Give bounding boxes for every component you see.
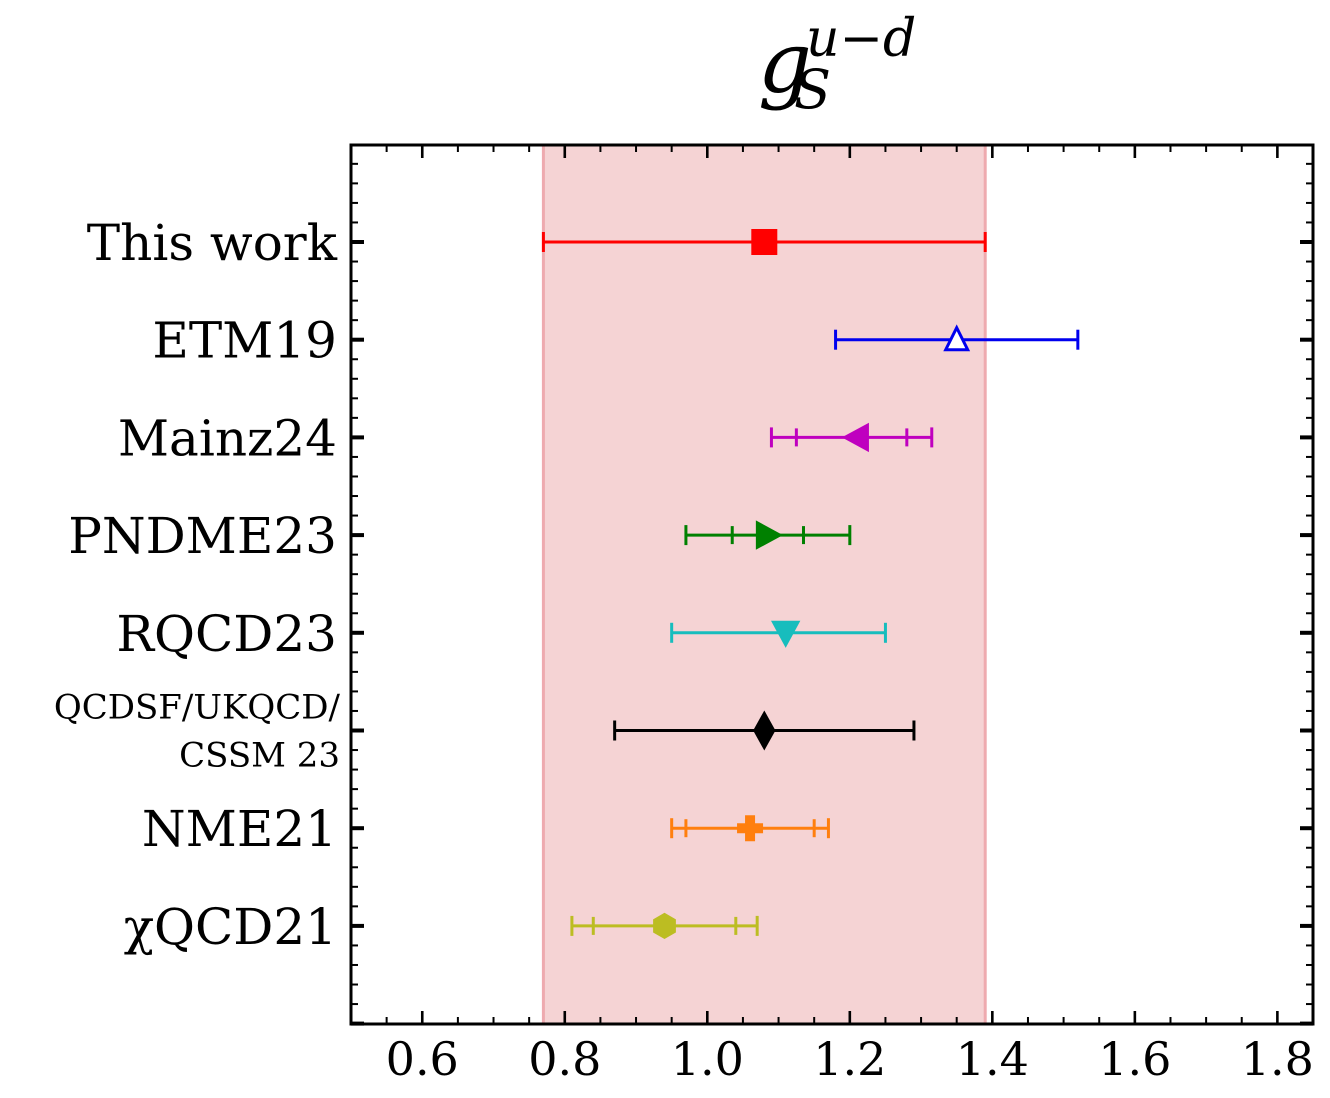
marker-triangle-right (755, 520, 783, 550)
x-tick-label: 1.2 (813, 1032, 886, 1086)
category-label: This work (87, 214, 338, 272)
plot-frame (349, 143, 1315, 1026)
data-point-group (613, 710, 916, 751)
x-tick-label: 1.6 (1098, 1032, 1171, 1086)
data-point-group (684, 520, 852, 550)
category-label: χQCD21 (124, 898, 337, 956)
data-point-group (670, 620, 887, 648)
x-tick-label: 0.8 (528, 1032, 601, 1086)
marker-plus (737, 815, 764, 842)
chart-title: g u−d S (758, 9, 916, 121)
category-label: RQCD23 (116, 605, 337, 663)
x-tick-label: 1.4 (956, 1032, 1029, 1086)
data-point-group (834, 324, 1080, 352)
data-point-group (670, 815, 830, 842)
category-label: QCDSF/UKQCD/ (54, 688, 341, 728)
x-tick-labels: 0.6 0.8 1.0 1.2 1.4 1.6 1.8 (386, 1032, 1314, 1086)
data-point-group (570, 912, 759, 940)
reference-band (543, 145, 986, 1024)
marker-diamond (753, 710, 776, 751)
category-label: CSSM 23 (179, 736, 340, 776)
x-tick-label: 1.8 (1241, 1032, 1314, 1086)
marker-square (751, 229, 778, 255)
marker-hexagon (653, 912, 676, 940)
data-point-group (769, 422, 934, 453)
y-category-labels: This work ETM19 Mainz24 PNDME23 RQCD23 QCDSF/… (54, 214, 341, 956)
data-points (541, 229, 1080, 940)
category-label: PNDME23 (68, 507, 337, 565)
x-tick-label: 0.6 (386, 1032, 459, 1086)
title-superscript: u−d (806, 9, 916, 69)
marker-triangle-up (943, 324, 971, 352)
marker-triangle-down (771, 620, 801, 648)
marker-triangle-left (841, 422, 869, 453)
data-point-group (541, 229, 987, 255)
category-label: Mainz24 (118, 409, 337, 467)
title-base: g (758, 14, 812, 112)
category-label: NME21 (142, 800, 337, 858)
category-label: ETM19 (152, 312, 337, 370)
x-tick-label: 1.0 (671, 1032, 744, 1086)
title-subscript: S (794, 58, 831, 121)
